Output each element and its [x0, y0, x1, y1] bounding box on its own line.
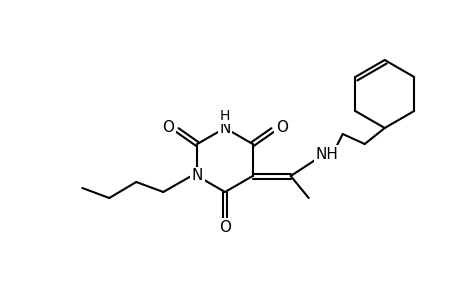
Text: O: O — [162, 119, 174, 134]
Text: NH: NH — [314, 146, 337, 161]
Text: N: N — [191, 169, 202, 184]
Text: H: H — [219, 109, 230, 123]
Text: N: N — [219, 121, 230, 136]
Text: O: O — [275, 119, 287, 134]
Text: O: O — [218, 220, 230, 235]
